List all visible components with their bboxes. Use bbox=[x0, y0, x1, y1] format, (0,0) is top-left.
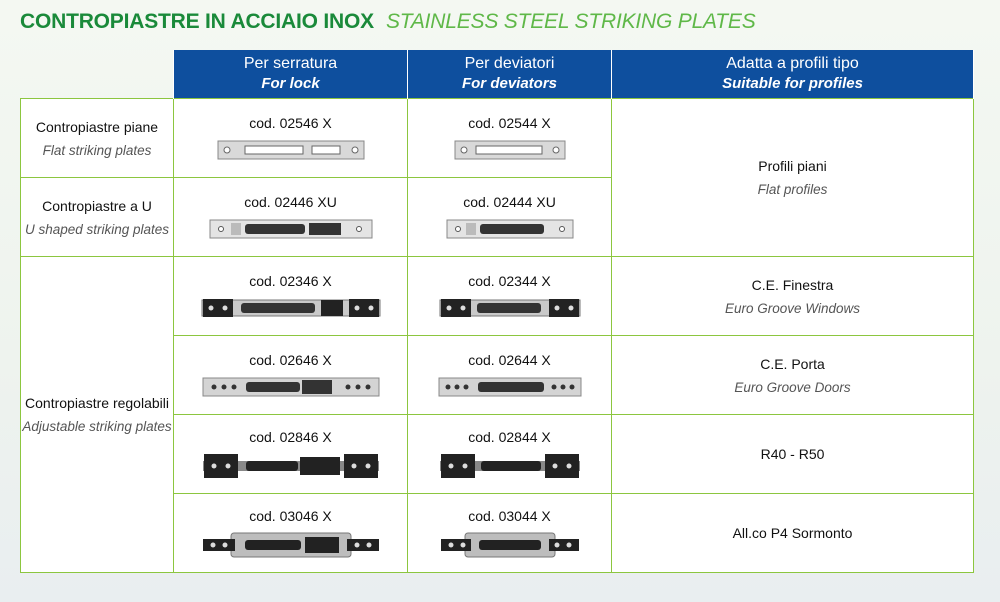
r40-plate-lock-image bbox=[202, 454, 379, 478]
adjustable-plate-deviator-image bbox=[439, 299, 580, 317]
door-plate-lock-image bbox=[202, 377, 379, 397]
u-plate-lock-image bbox=[209, 219, 372, 239]
adjustable-plate-lock-image bbox=[201, 299, 380, 317]
door-plate-deviator-image bbox=[438, 377, 581, 397]
lock-cell: cod. 02346 X bbox=[173, 256, 408, 336]
lock-cell: cod. 03046 X bbox=[173, 493, 408, 573]
profile-cell: R40 - R50 bbox=[611, 414, 974, 494]
lock-code: cod. 02546 X bbox=[249, 115, 332, 131]
group-flat: Contropiastre piane Flat striking plates bbox=[20, 98, 174, 178]
deviator-cell: cod. 02844 X bbox=[407, 414, 612, 494]
lock-code: cod. 02446 XU bbox=[244, 194, 337, 210]
table-row: cod. 02646 X cod. 02644 X C.E. Porta Euro bbox=[21, 335, 974, 415]
group-adjustable: Contropiastre regolabili Adjustable strik… bbox=[20, 256, 174, 573]
p4-plate-lock-image bbox=[202, 532, 379, 558]
title-english: STAINLESS STEEL STRIKING PLATES bbox=[385, 10, 756, 33]
deviator-code: cod. 02544 X bbox=[468, 115, 551, 131]
lock-code: cod. 02346 X bbox=[249, 273, 332, 289]
deviator-cell: cod. 03044 X bbox=[407, 493, 612, 573]
header-deviators: Per deviatori For deviators bbox=[407, 50, 612, 99]
header-profiles: Adatta a profili tipo Suitable for profil… bbox=[611, 50, 974, 99]
table-row: Contropiastre piane Flat striking plates … bbox=[20, 98, 974, 257]
flat-plate-lock-image bbox=[217, 140, 364, 160]
deviator-code: cod. 02344 X bbox=[468, 273, 551, 289]
deviator-code: cod. 03044 X bbox=[468, 508, 551, 524]
lock-cell: cod. 02546 X bbox=[173, 98, 408, 178]
deviator-cell: cod. 02644 X bbox=[407, 335, 612, 415]
lock-code: cod. 02646 X bbox=[249, 352, 332, 368]
header-blank bbox=[21, 50, 174, 99]
table-row: cod. 02846 X cod. 02844 X R40 - R50 bbox=[21, 414, 974, 494]
striking-plates-table: Per serratura For lock Per deviatori For d… bbox=[20, 50, 974, 573]
deviator-code: cod. 02844 X bbox=[468, 429, 551, 445]
deviator-code: cod. 02444 XU bbox=[463, 194, 556, 210]
flat-plate-deviator-image bbox=[454, 140, 565, 160]
table-row: cod. 03046 X cod. 03044 X All.co P4 Sorm… bbox=[21, 493, 974, 573]
p4-plate-deviator-image bbox=[440, 532, 579, 558]
page-title: CONTROPIASTRE IN ACCIAIO INOX STAINLESS S… bbox=[20, 10, 756, 34]
table-row: Contropiastre regolabili Adjustable strik… bbox=[20, 256, 974, 573]
lock-code: cod. 03046 X bbox=[249, 508, 332, 524]
profile-cell: C.E. Porta Euro Groove Doors bbox=[611, 335, 974, 415]
header-lock: Per serratura For lock bbox=[173, 50, 408, 99]
profile-cell: C.E. Finestra Euro Groove Windows bbox=[611, 256, 974, 336]
profile-cell: All.co P4 Sormonto bbox=[611, 493, 974, 573]
profile-cell: Profili piani Flat profiles bbox=[611, 98, 974, 257]
r40-plate-deviator-image bbox=[439, 454, 580, 478]
lock-cell: cod. 02846 X bbox=[173, 414, 408, 494]
deviator-code: cod. 02644 X bbox=[468, 352, 551, 368]
deviator-cell: cod. 02444 XU bbox=[407, 177, 612, 257]
deviator-cell: cod. 02544 X bbox=[407, 98, 612, 178]
deviator-cell: cod. 02344 X bbox=[407, 256, 612, 336]
lock-cell: cod. 02446 XU bbox=[173, 177, 408, 257]
u-plate-deviator-image bbox=[446, 219, 573, 239]
lock-code: cod. 02846 X bbox=[249, 429, 332, 445]
lock-cell: cod. 02646 X bbox=[173, 335, 408, 415]
title-italian: CONTROPIASTRE IN ACCIAIO INOX bbox=[20, 10, 374, 33]
